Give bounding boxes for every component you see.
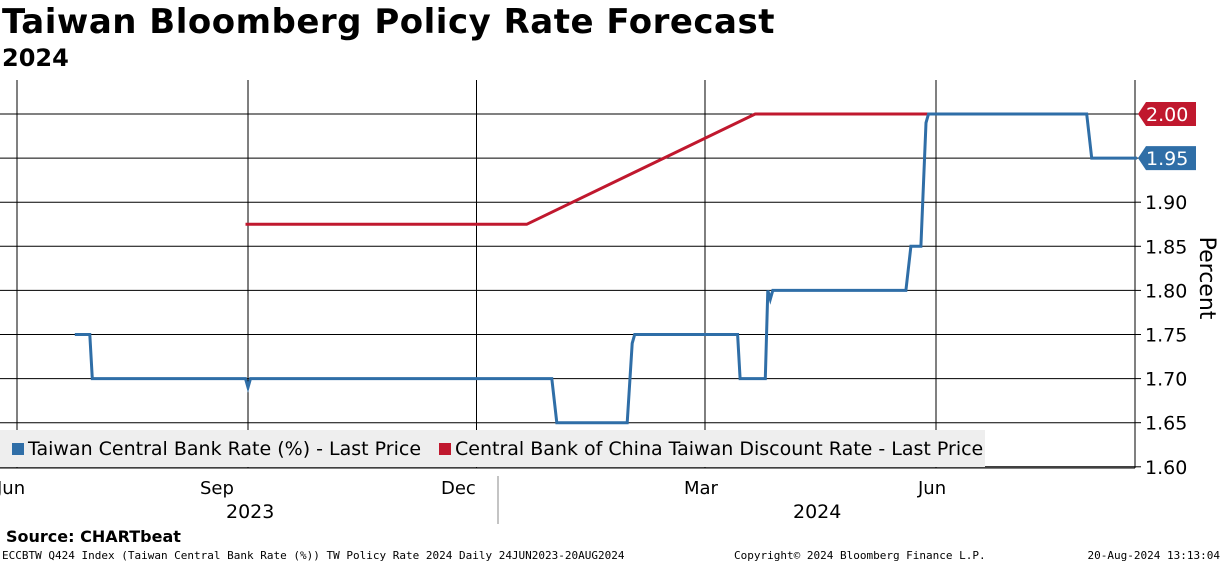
x-month-label: Sep [200, 478, 234, 499]
x-month-label: Dec [441, 478, 476, 499]
series-line-taiwan-central-bank-rate [74, 112, 1137, 425]
x-month-label: Jun [917, 478, 946, 499]
footer-timestamp: 20-Aug-2024 13:13:04 [1087, 549, 1220, 562]
series-line-discount-rate [245, 112, 934, 226]
y-tick-label: 1.80 [1145, 280, 1187, 302]
footer-ticker-info: ECCBTW Q424 Index (Taiwan Central Bank R… [2, 549, 625, 562]
y-tick-label: 1.60 [1145, 457, 1187, 479]
y-tick-label: 1.85 [1145, 236, 1187, 258]
y-axis-title: Percent [1194, 237, 1219, 320]
last-price-value: 2.00 [1146, 104, 1188, 126]
legend-item-discount-rate: Central Bank of China Taiwan Discount Ra… [439, 438, 983, 460]
footer-copyright: Copyright© 2024 Bloomberg Finance L.P. [734, 549, 986, 562]
last-price-tag [1138, 146, 1196, 171]
last-price-tag [1138, 102, 1196, 126]
chart-subtitle: 2024 [2, 44, 69, 72]
x-year-label: 2024 [793, 501, 841, 523]
x-month-label: Jun [0, 478, 25, 499]
legend-swatch-blue [12, 442, 24, 455]
legend: Taiwan Central Bank Rate (%) - Last Pric… [0, 430, 985, 467]
y-tick-label: 1.70 [1145, 369, 1187, 391]
last-price-value: 1.95 [1146, 148, 1188, 170]
x-year-label: 2023 [226, 501, 274, 523]
source-note: Source: CHARTbeat [6, 527, 181, 546]
y-tick-label: 1.65 [1145, 413, 1187, 435]
x-month-label: Mar [684, 478, 719, 499]
chart-title: Taiwan Bloomberg Policy Rate Forecast [2, 2, 775, 42]
legend-swatch-red [439, 442, 452, 455]
y-tick-label: 1.90 [1145, 192, 1187, 214]
y-tick-label: 1.75 [1145, 325, 1187, 347]
legend-label: Taiwan Central Bank Rate (%) - Last Pric… [28, 437, 422, 460]
legend-label: Central Bank of China Taiwan Discount Ra… [455, 437, 984, 460]
legend-item-taiwan-central-bank-rate: Taiwan Central Bank Rate (%) - Last Pric… [12, 438, 421, 460]
